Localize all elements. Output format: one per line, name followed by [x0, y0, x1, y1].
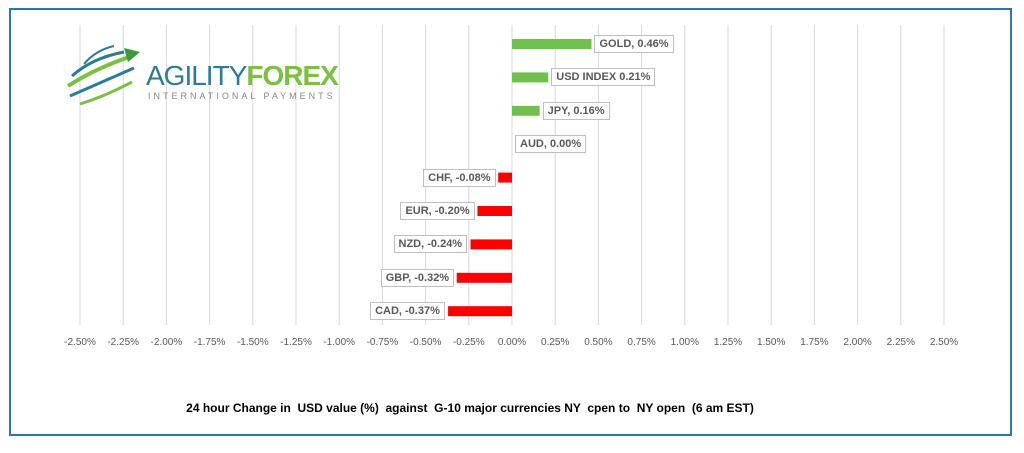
x-tick-label: -1.75% — [193, 337, 226, 348]
data-label: EUR, -0.20% — [400, 202, 475, 220]
x-tick-label: 1.00% — [670, 337, 699, 348]
bar-chf — [498, 172, 512, 183]
data-label: GBP, -0.32% — [380, 268, 455, 287]
x-tick-label: 0.25% — [541, 337, 570, 348]
data-label: CAD, -0.37% — [370, 302, 445, 321]
bar-gbp — [456, 272, 512, 283]
bar-cad — [448, 306, 512, 317]
logo-text-agility: AGILITY — [146, 60, 247, 91]
x-tick-label: -0.50% — [409, 337, 442, 348]
x-tick-label: 1.25% — [713, 337, 743, 348]
bar-jpy — [512, 105, 540, 116]
x-tick-label: 2.00% — [843, 337, 872, 348]
x-tick-label: -2.25% — [107, 337, 140, 348]
bar-eur — [477, 206, 512, 216]
globe-arrow-icon — [66, 45, 140, 106]
chart-title: 24 hour Change in USD value (%) against … — [186, 401, 754, 415]
data-label: CHF, -0.08% — [423, 168, 496, 187]
bar-nzd — [470, 239, 512, 250]
x-tick-label: 2.50% — [929, 337, 959, 348]
x-tick-label: 2.25% — [886, 337, 915, 348]
x-tick-label: -0.25% — [452, 337, 485, 348]
data-label: USD INDEX 0.21% — [551, 68, 656, 87]
chart-frame — [9, 8, 1012, 436]
data-label: JPY, 0.16% — [542, 101, 610, 120]
logo-text-forex: FOREX — [246, 60, 338, 91]
x-tick-label: -1.50% — [236, 337, 269, 348]
data-label: NZD, -0.24% — [393, 235, 468, 254]
x-tick-label: -2.50% — [64, 337, 96, 348]
x-tick-label: -2.00% — [150, 337, 183, 348]
x-tick-label: 0.75% — [627, 337, 656, 348]
x-tick-label: 0.00% — [497, 337, 527, 348]
data-label: AUD, 0.00% — [515, 135, 587, 154]
x-tick-label: 1.50% — [757, 337, 786, 348]
data-label: GOLD, 0.46% — [594, 35, 674, 53]
x-tick-label: -1.25% — [280, 337, 312, 348]
bar-usd-index — [512, 72, 549, 83]
logo-tagline: INTERNATIONAL PAYMENTS — [148, 91, 336, 101]
x-tick-label: -0.75% — [366, 337, 399, 348]
x-tick-label: 0.50% — [584, 337, 613, 348]
x-tick-label: -1.00% — [323, 337, 356, 348]
x-tick-label: 1.75% — [800, 337, 829, 348]
bar-gold — [512, 39, 592, 49]
